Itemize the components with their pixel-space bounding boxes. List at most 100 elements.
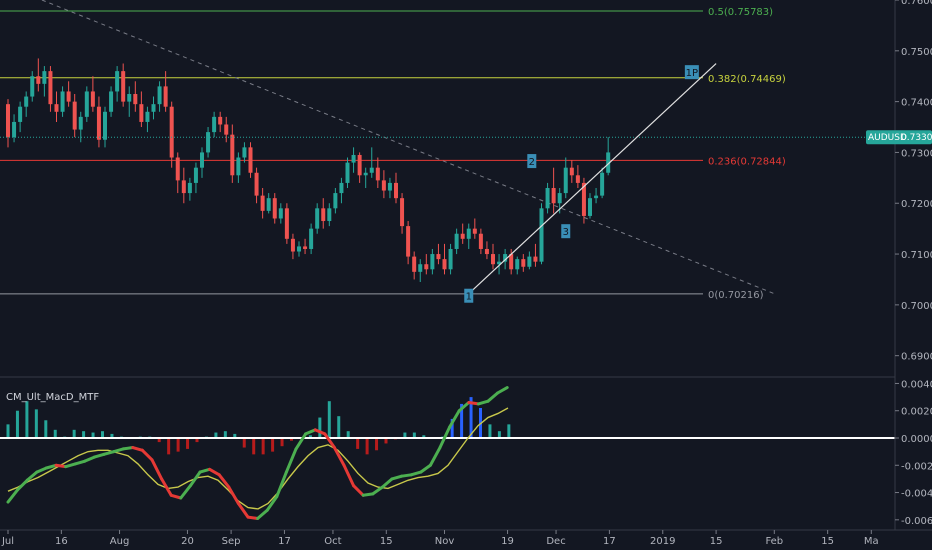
candle-body: [345, 162, 350, 183]
candle-body: [200, 152, 204, 168]
macd-segment: [371, 485, 384, 496]
candle-body: [424, 264, 429, 270]
candle-body: [163, 86, 168, 107]
price-tick-label-0: 0.76000: [901, 0, 932, 7]
candle-body: [454, 233, 459, 249]
histogram-bar: [290, 438, 293, 441]
price-tick-label-5: 0.71000: [901, 250, 932, 261]
candle-body: [109, 91, 114, 112]
time-tick-label-13: 15: [710, 536, 723, 547]
price-tick-label-6: 0.70000: [901, 301, 932, 312]
candle-body: [42, 71, 47, 84]
signal-line: [7, 407, 509, 510]
histogram-bar: [242, 438, 246, 448]
macd-segment: [246, 515, 260, 520]
histogram-bar: [450, 418, 454, 438]
histogram-bar: [44, 420, 48, 438]
histogram-bar: [157, 438, 161, 443]
candle-body: [18, 106, 23, 122]
candle-body: [60, 91, 65, 112]
macd-segment: [476, 399, 490, 406]
candle-body: [284, 208, 289, 239]
histogram-bar: [365, 438, 369, 455]
signal-polyline: [7, 407, 509, 510]
candle-body: [297, 246, 301, 252]
price-axis-ticks: 0.76000 0.75000 0.74000 0.73000 0.72000 0.710…: [895, 0, 932, 363]
time-axis[interactable]: Jul 16 Aug 20 Sep 17 Oct 15 Nov 19 Dec 17 2019 15 Feb 1…: [0, 529, 932, 547]
indicator-title[interactable]: CM_Ult_MacD_MTF: [6, 392, 99, 403]
candle-body: [187, 182, 192, 194]
candle-body: [103, 111, 107, 140]
macd-segment: [169, 493, 183, 500]
candle-body: [430, 254, 435, 270]
time-tick-label-16: Ma: [864, 536, 879, 547]
candle-body: [527, 256, 532, 267]
candle-body: [515, 259, 520, 270]
candle-body: [375, 167, 380, 181]
histogram-bar: [308, 435, 312, 438]
macd-segment: [16, 478, 29, 492]
time-tick-label-3: 20: [181, 536, 194, 547]
candle-body: [272, 198, 277, 219]
histogram-bar: [34, 409, 38, 438]
candle-body: [315, 208, 320, 229]
macd-segment: [438, 425, 452, 450]
last-price-tag-bg: [866, 130, 932, 145]
histogram-bar: [384, 438, 388, 444]
candle-body: [78, 116, 83, 130]
candle-body: [66, 91, 71, 102]
histogram-bar: [25, 401, 29, 438]
candle-body: [175, 157, 180, 181]
candle-body: [321, 208, 326, 222]
price-axis[interactable]: 0.76000 0.75000 0.74000 0.73000 0.72000 0.710…: [866, 0, 932, 530]
candle-body: [224, 124, 229, 135]
histogram-bar: [233, 433, 237, 438]
macd-segment: [44, 463, 58, 470]
indicator-pane[interactable]: CM_Ult_MacD_MTF: [0, 386, 895, 520]
histogram-bar: [72, 429, 76, 438]
candle-body: [290, 238, 295, 252]
candle-body: [327, 208, 332, 222]
macd-segment: [6, 488, 20, 504]
wave-labels: 1 2 3 1P: [464, 65, 699, 303]
candle-body: [254, 172, 259, 196]
candle-body: [491, 254, 495, 265]
candle-body: [48, 71, 53, 105]
price-pane[interactable]: 0.5(0.75783) 0.382(0.74469) 0.236(0.72844)…: [0, 0, 895, 303]
candle-body: [242, 147, 247, 158]
histogram-bar: [15, 410, 19, 438]
candle-body: [193, 167, 198, 183]
wave-label-3: 1P: [686, 68, 698, 79]
macd-segment: [304, 428, 317, 436]
candle-body: [400, 198, 405, 227]
price-tick-label-7: 0.69000: [901, 352, 932, 363]
histogram-bar: [507, 424, 511, 438]
dashed-trendline[interactable]: [41, 0, 775, 295]
candle-body: [521, 259, 526, 267]
candle-body: [575, 175, 580, 183]
time-tick-label-5: 17: [278, 536, 291, 547]
macd-segment: [294, 432, 308, 451]
fib-label-2: 0.236(0.72844): [708, 156, 786, 167]
macd-segment: [140, 448, 154, 462]
macd-segment: [188, 470, 202, 488]
ind-tick-label-2: 0.0000: [901, 434, 932, 445]
histogram-bar: [53, 429, 57, 438]
uptrend-line[interactable]: [468, 63, 717, 295]
macd-segment: [198, 467, 212, 474]
time-tick-label-7: 15: [380, 536, 393, 547]
macd-segment: [380, 477, 394, 489]
histogram-bar: [488, 424, 492, 438]
macd-segment: [256, 508, 269, 520]
candle-body: [545, 188, 550, 209]
time-tick-label-11: 17: [603, 536, 616, 547]
macd-segment: [25, 470, 39, 482]
macd-segment: [284, 447, 298, 474]
candle-body: [206, 132, 211, 153]
candle-body: [212, 116, 217, 133]
macd-segment: [361, 492, 375, 497]
